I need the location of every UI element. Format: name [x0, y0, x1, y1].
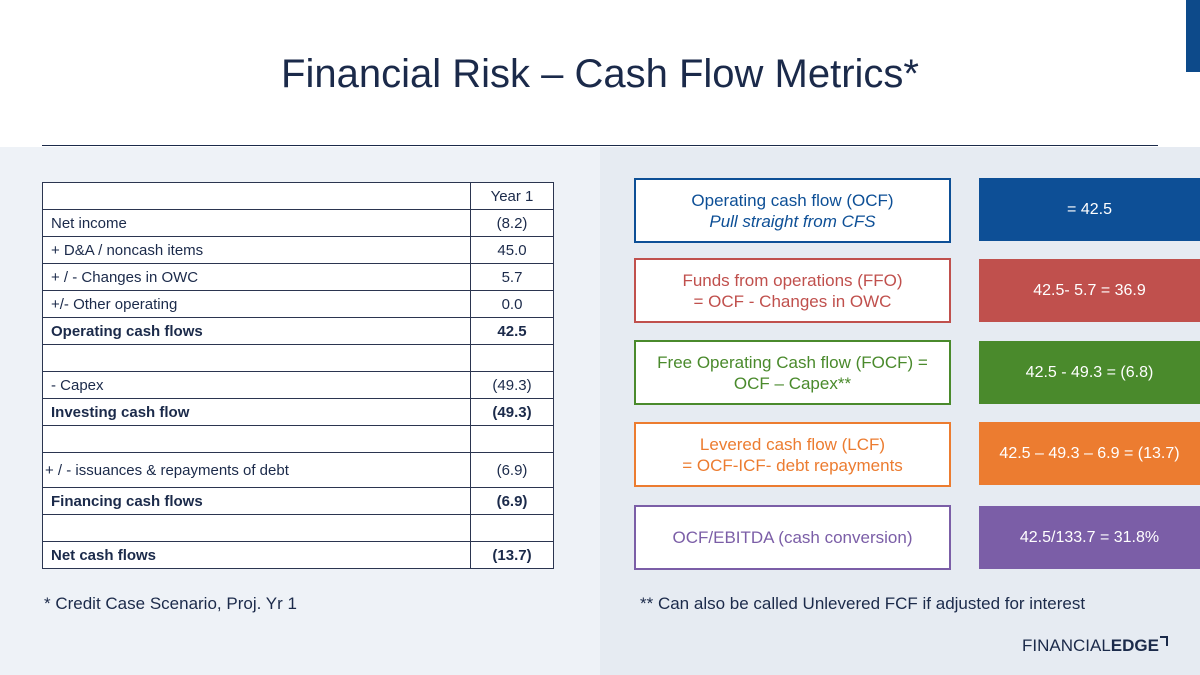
row-label [42, 514, 471, 542]
row-label [42, 344, 471, 372]
metric-result-lcf: 42.5 – 49.3 – 6.9 = (13.7) [979, 422, 1200, 485]
table-row [42, 514, 554, 542]
metric-label-ocf: Operating cash flow (OCF) Pull straight … [634, 178, 951, 243]
metric-definition: Pull straight from CFS [709, 211, 876, 231]
row-value [470, 514, 554, 542]
logo-mark-icon [1159, 636, 1168, 646]
row-value: (8.2) [470, 209, 554, 237]
row-label: Operating cash flows [42, 317, 471, 345]
row-label: Net cash flows [42, 541, 471, 569]
table-row: Investing cash flow (49.3) [42, 398, 554, 426]
metric-name: Operating cash flow (OCF) [691, 190, 894, 210]
metric-label-lcf: Levered cash flow (LCF) = OCF-ICF- debt … [634, 422, 951, 487]
metric-label-focf: Free Operating Cash flow (FOCF) = OCF – … [634, 340, 951, 405]
metric-name: OCF/EBITDA (cash conversion) [672, 528, 913, 547]
metric-label-ffo: Funds from operations (FFO) = OCF - Chan… [634, 258, 951, 323]
metric-result-cash-conversion: 42.5/133.7 = 31.8% [979, 506, 1200, 569]
metric-name: Free Operating Cash flow (FOCF) = [657, 352, 928, 372]
row-label [42, 425, 471, 453]
row-label: Financing cash flows [42, 487, 471, 515]
column-header-year: Year 1 [470, 182, 554, 210]
row-value: (6.9) [470, 452, 554, 488]
table-row [42, 344, 554, 372]
row-label: +/- Other operating [42, 290, 471, 318]
table-header-row: Year 1 [42, 182, 554, 210]
row-label: - Capex [42, 371, 471, 399]
metric-definition: = OCF-ICF- debt repayments [682, 455, 903, 475]
table-row: Operating cash flows 42.5 [42, 317, 554, 345]
metric-result-ocf: = 42.5 [979, 178, 1200, 241]
row-value: (6.9) [470, 487, 554, 515]
table-row: Net income (8.2) [42, 209, 554, 237]
row-value: 42.5 [470, 317, 554, 345]
row-label: + D&A / noncash items [42, 236, 471, 264]
metric-definition: OCF – Capex** [733, 373, 852, 393]
table-row: +/- Other operating 0.0 [42, 290, 554, 318]
row-value: (49.3) [470, 371, 554, 399]
row-value: 0.0 [470, 290, 554, 318]
table-row: Financing cash flows (6.9) [42, 487, 554, 515]
row-value: 45.0 [470, 236, 554, 264]
metric-name: Levered cash flow (LCF) [699, 434, 886, 454]
row-value: 5.7 [470, 263, 554, 291]
title-divider [42, 145, 1158, 146]
financial-edge-logo: FINANCIALEDGE [1022, 636, 1168, 656]
row-value [470, 344, 554, 372]
metric-label-cash-conversion: OCF/EBITDA (cash conversion) [634, 505, 951, 570]
footnote-right: ** Can also be called Unlevered FCF if a… [640, 594, 1086, 613]
metric-definition: = OCF - Changes in OWC [693, 291, 892, 311]
row-value: (13.7) [470, 541, 554, 569]
metric-result-ffo: 42.5- 5.7 = 36.9 [979, 259, 1200, 322]
row-label: + / - issuances & repayments of debt [42, 452, 471, 488]
metric-name: Funds from operations (FFO) [682, 270, 903, 290]
row-label: + / - Changes in OWC [42, 263, 471, 291]
table-row: + / - issuances & repayments of debt (6.… [42, 452, 554, 488]
table-row: + / - Changes in OWC 5.7 [42, 263, 554, 291]
logo-text-edge: EDGE [1110, 636, 1159, 655]
table-row: - Capex (49.3) [42, 371, 554, 399]
cash-flow-table: Year 1 Net income (8.2) + D&A / noncash … [42, 182, 554, 569]
table-row: + D&A / noncash items 45.0 [42, 236, 554, 264]
metric-result-focf: 42.5 - 49.3 = (6.8) [979, 341, 1200, 404]
row-value [470, 425, 554, 453]
table-row: Net cash flows (13.7) [42, 541, 554, 569]
page-title: Financial Risk – Cash Flow Metrics* [281, 52, 919, 96]
row-value: (49.3) [470, 398, 554, 426]
table-row [42, 425, 554, 453]
footnote-left: * Credit Case Scenario, Proj. Yr 1 [44, 594, 297, 613]
row-label: Net income [42, 209, 471, 237]
corner-accent [1186, 0, 1200, 72]
row-label: Investing cash flow [42, 398, 471, 426]
logo-text-financial: FINANCIAL [1022, 636, 1111, 655]
